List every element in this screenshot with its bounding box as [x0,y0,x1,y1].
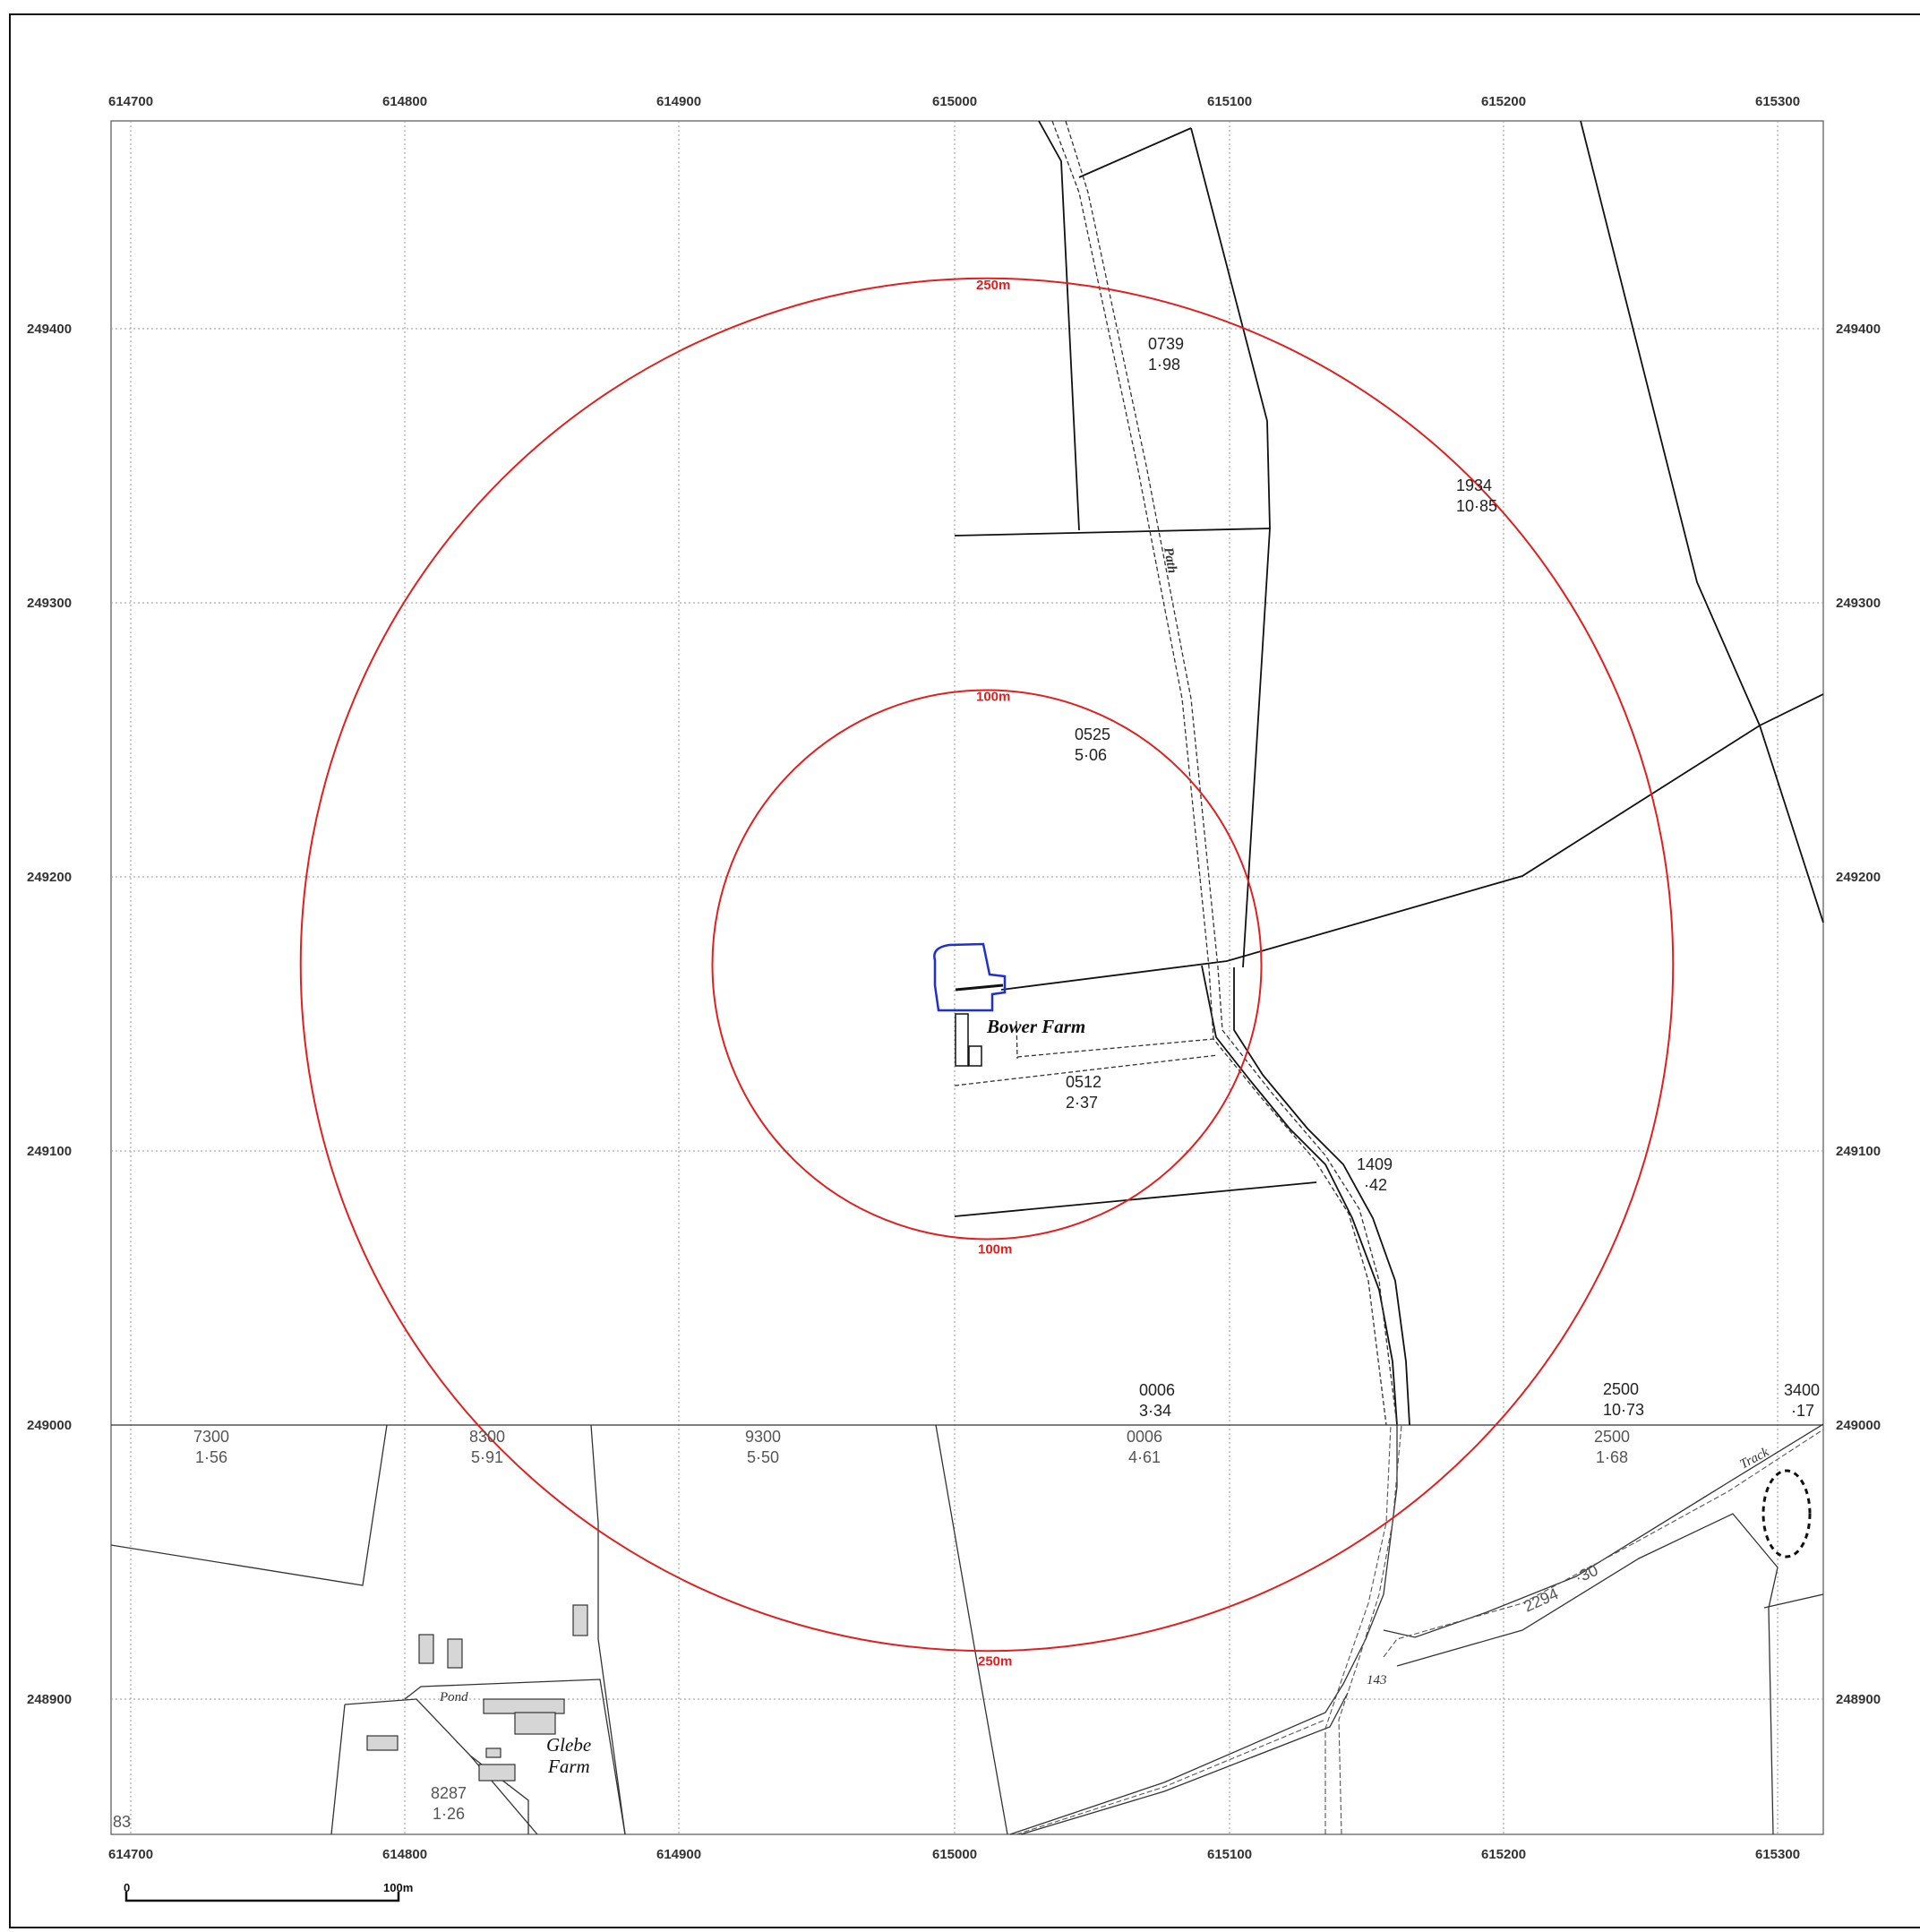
parcel-area: 1·68 [1596,1448,1628,1466]
scale-start-label: 0 [124,1881,130,1894]
parcel-area: 1·98 [1148,356,1180,374]
buffer-ring-250m [299,277,1675,1653]
northing-label-left: 249400 [27,322,72,337]
parcel-id: 7300 [193,1428,229,1446]
track-parcel-area: ·30 [1572,1561,1600,1587]
place-name-pond: Pond [439,1690,468,1704]
glebe-farm-buildings [366,1604,588,1782]
parcel-area: ·17 [1791,1402,1814,1420]
parcel-id: 0739 [1148,335,1184,353]
site-boundary [933,942,1007,1012]
parcel-area: 1·26 [433,1805,465,1823]
parcel-area: 5·06 [1075,746,1107,764]
easting-label-top: 614700 [108,94,153,109]
track-dashed [1016,1424,1824,1835]
easting-label-bottom: 614800 [382,1847,427,1862]
track-parcel-id: 2294 [1521,1584,1561,1616]
parcel-id: 0525 [1075,726,1110,743]
parcel-area: 5·91 [471,1448,503,1466]
easting-label-bottom: 614900 [656,1847,701,1862]
easting-label-top: 615200 [1481,94,1526,109]
easting-label-top: 614800 [382,94,427,109]
parcel-area: 4·61 [1128,1448,1161,1466]
place-name-path: Path [1161,546,1179,575]
corner-label: 83 [113,1813,131,1831]
northing-label-right: 249300 [1836,596,1881,611]
place-name-farm: Farm [547,1756,590,1777]
northing-label-right: 248900 [1836,1692,1881,1707]
scale-end-label: 100m [383,1881,413,1894]
northing-label-left: 249200 [27,870,72,885]
parcel-id: 8300 [469,1428,505,1446]
grid-lines [111,121,1823,1834]
spot-height-label: 143 [1367,1673,1387,1687]
footpath-upper [954,120,1398,1426]
parcel-id: 0512 [1066,1073,1101,1091]
parcel-id: 0006 [1127,1428,1162,1446]
parcel-area: 10·85 [1456,497,1497,515]
scale-bar-line [124,1892,400,1902]
easting-label-bottom: 614700 [108,1847,153,1862]
easting-label-bottom: 615000 [932,1847,977,1862]
pit-hachures [1761,1469,1812,1558]
parcel-area: 3·34 [1139,1402,1171,1420]
map-panel-border [110,120,1824,1835]
ring-label-bottom-250m: 250m [978,1653,1012,1669]
easting-label-bottom: 615200 [1481,1847,1526,1862]
parcel-id: 1409 [1357,1155,1393,1173]
parcel-area: 2·37 [1066,1094,1098,1112]
easting-label-top: 615100 [1207,94,1252,109]
easting-label-top: 614900 [656,94,701,109]
easting-label-bottom: 615100 [1207,1847,1252,1862]
northing-label-left: 249300 [27,596,72,611]
scale-bar: 0 100m [124,1881,413,1902]
parcel-id: 0006 [1139,1381,1175,1399]
parcel-id: 3400 [1784,1381,1820,1399]
easting-label-top: 615000 [932,94,977,109]
parcel-area: 10·73 [1603,1401,1644,1419]
bower-farm-buildings [955,983,1004,1067]
northing-label-left: 248900 [27,1692,72,1707]
place-name-bower-farm: Bower Farm [986,1016,1085,1037]
buffer-rings: 250m 250m 100m 100m [299,277,1675,1669]
field-boundaries-lower [110,1423,1824,1835]
parcel-id: 2500 [1594,1428,1630,1446]
northing-label-right: 249100 [1836,1144,1881,1159]
parcel-id: 1934 [1456,477,1492,494]
map-frame [9,13,1920,1928]
northing-label-left: 249100 [27,1144,72,1159]
place-name-glebe: Glebe [546,1734,591,1756]
field-boundaries-upper [954,120,1824,1426]
parcel-id: 2500 [1603,1380,1639,1398]
parcel-area: ·42 [1364,1176,1387,1194]
northing-label-right: 249000 [1836,1418,1881,1433]
parcel-id: 9300 [745,1428,781,1446]
ring-label-top-100m: 100m [976,690,1010,705]
buffer-ring-100m [711,689,1263,1241]
parcel-area: 1·56 [195,1448,227,1466]
northing-label-right: 249200 [1836,870,1881,885]
ring-label-top-250m: 250m [976,278,1010,293]
ring-label-bottom-100m: 100m [978,1242,1012,1258]
easting-label-bottom: 615300 [1755,1847,1800,1862]
place-name-track: Track [1737,1445,1771,1472]
easting-label-top: 615300 [1755,94,1800,109]
northing-label-right: 249400 [1836,322,1881,337]
northing-label-left: 249000 [27,1418,72,1433]
parcel-id: 8287 [431,1784,467,1802]
coordinate-labels: 614700 614700 614800 614800 614900 614900 6150… [27,94,1881,1862]
parcel-area: 5·50 [747,1448,779,1466]
map-labels: 0739 1·98 1934 10·85 0525 5·06 0512 2·37 1409 ·42… [113,335,1820,1831]
